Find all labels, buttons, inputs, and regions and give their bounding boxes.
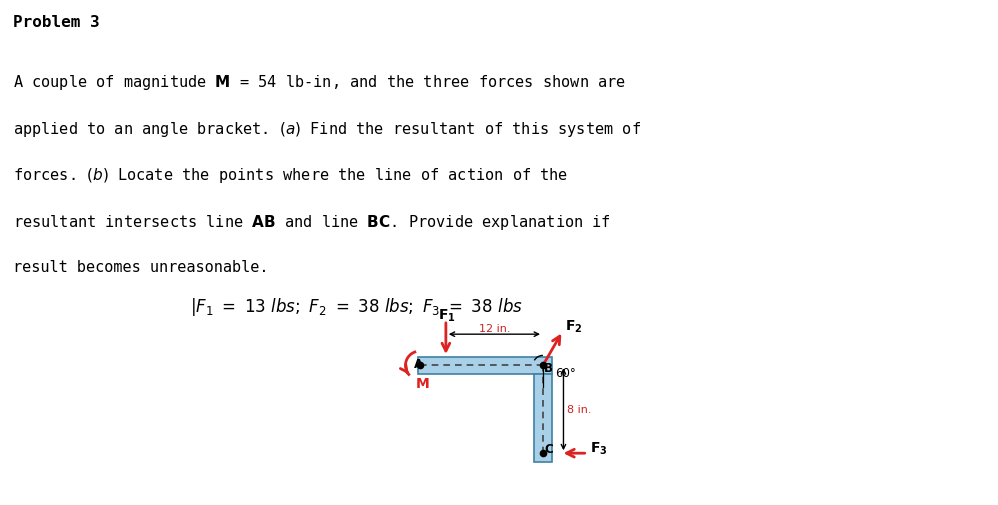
Text: resultant intersects line $\mathbf{AB}$ and line $\mathbf{BC}$. Provide explanat: resultant intersects line $\mathbf{AB}$ … (13, 213, 611, 232)
Text: A couple of magnitude $\mathbf{M}$ = 54 lb-in, and the three forces shown are: A couple of magnitude $\mathbf{M}$ = 54 … (13, 73, 626, 92)
Text: C: C (545, 442, 553, 455)
Text: result becomes unreasonable.: result becomes unreasonable. (13, 259, 268, 274)
Text: A: A (414, 358, 423, 371)
Text: Problem 3: Problem 3 (13, 15, 100, 30)
Text: forces. $\mathit{(b)}$ Locate the points where the line of action of the: forces. $\mathit{(b)}$ Locate the points… (13, 166, 568, 185)
Text: 12 in.: 12 in. (479, 324, 510, 334)
Text: $\mathbf{F_1}$: $\mathbf{F_1}$ (438, 307, 456, 323)
Text: B: B (544, 361, 553, 374)
Text: M: M (415, 376, 429, 390)
Bar (417, 357, 552, 374)
Text: $\mathbf{F_3}$: $\mathbf{F_3}$ (591, 440, 608, 456)
Text: $|F_1\ =\ 13\ lbs;\ F_2\ =\ 38\ lbs;\ F_3\ =\ 38\ lbs$: $|F_1\ =\ 13\ lbs;\ F_2\ =\ 38\ lbs;\ F_… (190, 295, 523, 317)
Text: 60°: 60° (555, 366, 576, 379)
Bar (534, 374, 552, 462)
Text: 8 in.: 8 in. (567, 405, 592, 415)
Text: applied to an angle bracket. $\mathit{(a)}$ Find the resultant of this system of: applied to an angle bracket. $\mathit{(a… (13, 120, 641, 139)
Text: $\mathbf{F_2}$: $\mathbf{F_2}$ (565, 318, 583, 334)
